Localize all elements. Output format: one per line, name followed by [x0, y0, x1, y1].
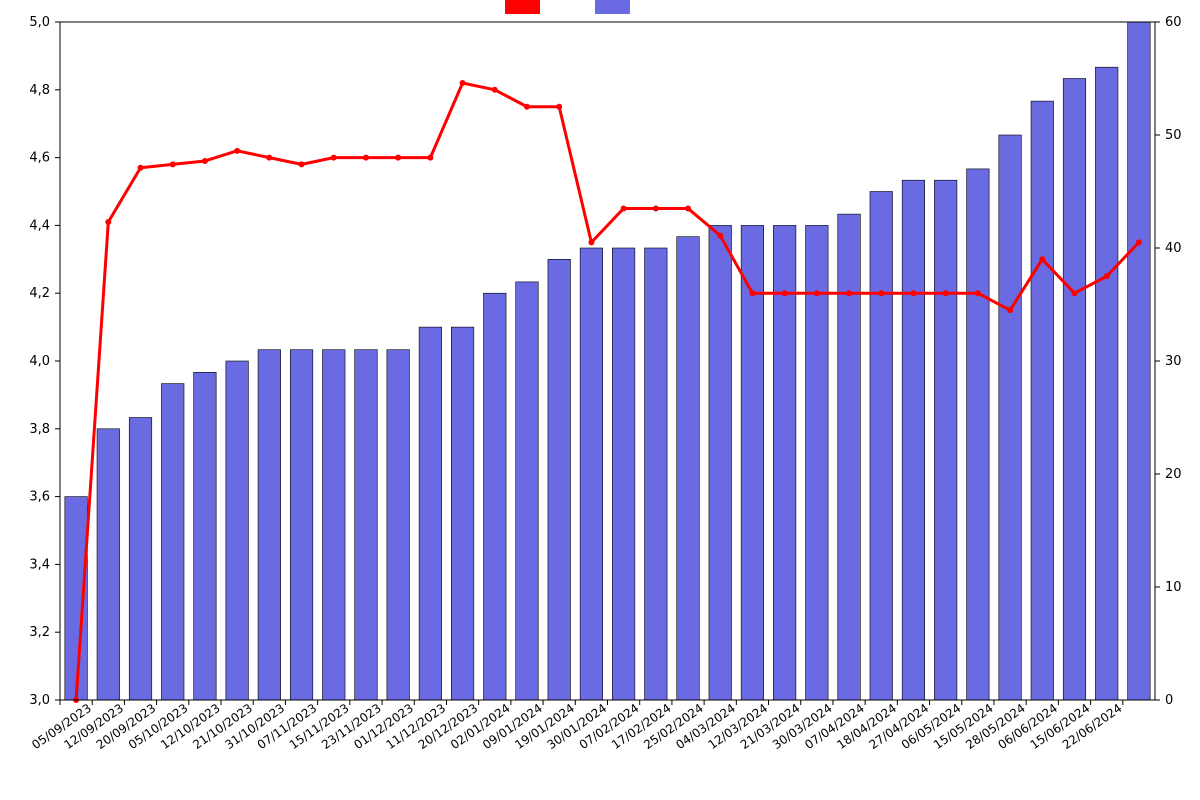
- line-marker: [846, 290, 852, 296]
- line-marker: [1039, 256, 1045, 262]
- bar: [741, 225, 764, 700]
- bar: [806, 225, 829, 700]
- bar: [677, 237, 700, 700]
- left-tick-label: 5,0: [29, 15, 50, 30]
- bar: [580, 248, 603, 700]
- line-marker: [363, 155, 369, 161]
- line-marker: [234, 148, 240, 154]
- bar: [1063, 79, 1086, 701]
- line-marker: [1104, 273, 1110, 279]
- bar: [1031, 101, 1054, 700]
- line-marker: [1007, 307, 1013, 313]
- bar: [419, 327, 442, 700]
- right-tick-label: 40: [1165, 241, 1182, 256]
- left-tick-label: 4,4: [29, 218, 50, 233]
- right-tick-label: 50: [1165, 128, 1182, 143]
- line-marker: [524, 104, 530, 110]
- combo-chart: 3,0 3,2 3,4 3,6 3,8 4,0 4,2 4,4 4,6 4,8 5,0 0 10 20 30…: [0, 0, 1200, 800]
- line-marker: [460, 80, 466, 86]
- line-marker: [878, 290, 884, 296]
- bar: [999, 135, 1022, 700]
- legend-swatch-line: [505, 0, 540, 14]
- line-marker: [814, 290, 820, 296]
- right-tick-label: 20: [1165, 467, 1182, 482]
- line-marker: [170, 161, 176, 167]
- bar: [226, 361, 249, 700]
- left-tick-label: 4,2: [29, 286, 50, 301]
- right-tick-label: 0: [1165, 693, 1173, 708]
- bar: [194, 372, 217, 700]
- left-tick-label: 3,4: [29, 557, 50, 572]
- line-marker: [782, 290, 788, 296]
- line-marker: [299, 161, 305, 167]
- bar: [516, 282, 539, 700]
- bar: [129, 418, 152, 701]
- line-marker: [202, 158, 208, 164]
- chart-svg: 3,0 3,2 3,4 3,6 3,8 4,0 4,2 4,4 4,6 4,8 5,0 0 10 20 30…: [0, 0, 1200, 800]
- bar: [355, 350, 378, 700]
- bar: [161, 384, 184, 700]
- bar: [258, 350, 281, 700]
- left-tick-label: 3,2: [29, 625, 50, 640]
- bar: [709, 225, 732, 700]
- left-tick-label: 3,0: [29, 693, 50, 708]
- line-marker: [1071, 290, 1077, 296]
- bar: [97, 429, 120, 700]
- left-tick-label: 3,6: [29, 490, 50, 505]
- left-tick-label: 4,8: [29, 83, 50, 98]
- bar: [645, 248, 668, 700]
- bar: [322, 350, 345, 700]
- line-marker: [588, 239, 594, 245]
- left-tick-label: 4,0: [29, 354, 50, 369]
- left-tick-label: 4,6: [29, 151, 50, 166]
- line-marker: [717, 233, 723, 239]
- bar: [451, 327, 474, 700]
- bar: [773, 225, 796, 700]
- bar: [484, 293, 507, 700]
- bar: [870, 192, 893, 701]
- bar: [1095, 67, 1118, 700]
- line-marker: [943, 290, 949, 296]
- line-marker: [105, 219, 111, 225]
- line-marker: [395, 155, 401, 161]
- legend-swatch-bar: [595, 0, 630, 14]
- bar: [548, 259, 571, 700]
- bar: [1128, 22, 1151, 700]
- line-marker: [1136, 239, 1142, 245]
- line-marker: [556, 104, 562, 110]
- bar: [387, 350, 410, 700]
- left-tick-label: 3,8: [29, 422, 50, 437]
- bar: [967, 169, 990, 700]
- right-tick-label: 10: [1165, 580, 1182, 595]
- line-marker: [653, 205, 659, 211]
- line-marker: [685, 205, 691, 211]
- line-marker: [749, 290, 755, 296]
- line-marker: [621, 205, 627, 211]
- bar: [612, 248, 635, 700]
- bar: [902, 180, 925, 700]
- right-tick-label: 30: [1165, 354, 1182, 369]
- line-marker: [910, 290, 916, 296]
- line-marker: [266, 155, 272, 161]
- line-marker: [492, 87, 498, 93]
- line-marker: [138, 165, 144, 171]
- bar: [290, 350, 313, 700]
- line-marker: [975, 290, 981, 296]
- line-marker: [331, 155, 337, 161]
- bar: [934, 180, 957, 700]
- line-marker: [427, 155, 433, 161]
- bar: [838, 214, 861, 700]
- right-tick-label: 60: [1165, 15, 1182, 30]
